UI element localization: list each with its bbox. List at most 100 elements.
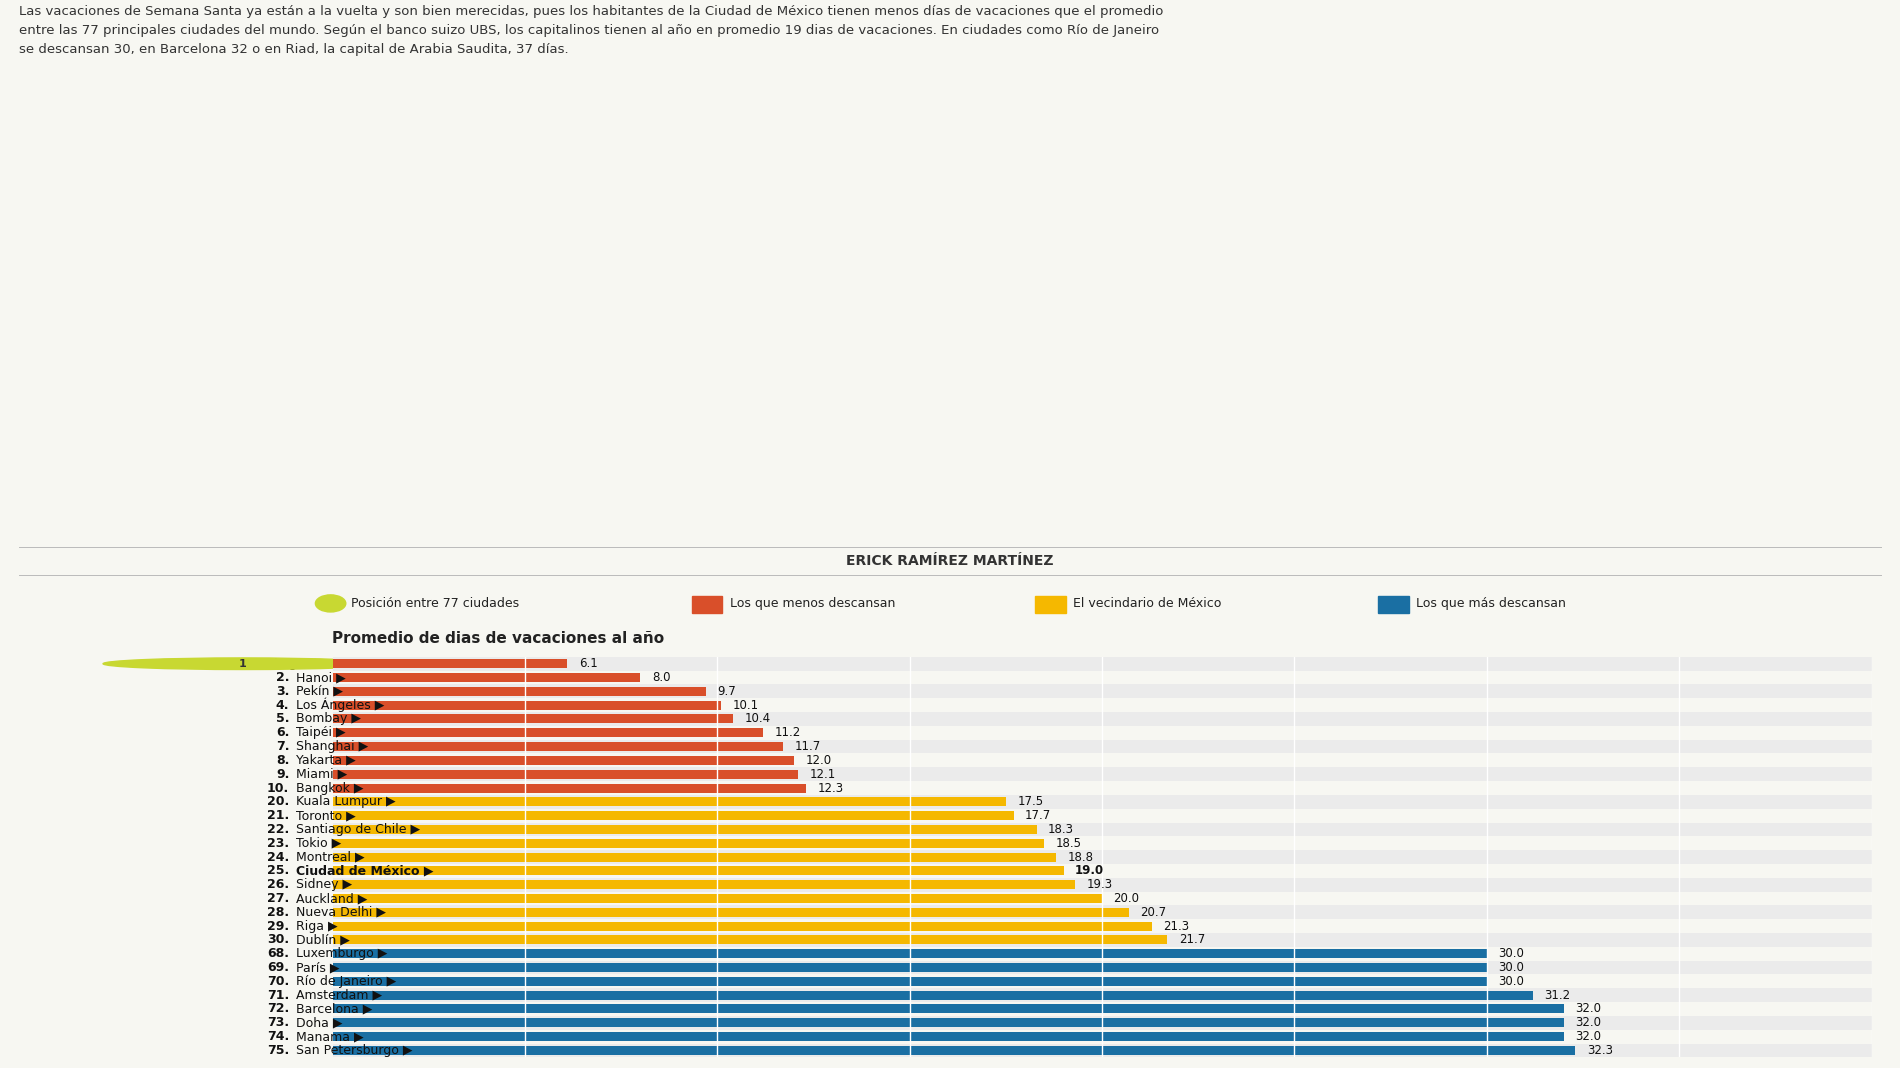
Bar bbox=[332, 991, 1533, 1000]
Bar bbox=[332, 740, 1872, 754]
Text: 12.1: 12.1 bbox=[809, 768, 836, 781]
Text: 10.4: 10.4 bbox=[745, 712, 770, 725]
Text: ERICK RAMÍREZ MARTÍNEZ: ERICK RAMÍREZ MARTÍNEZ bbox=[846, 553, 1054, 568]
Text: 10.1: 10.1 bbox=[733, 698, 758, 711]
Bar bbox=[332, 822, 1872, 836]
Bar bbox=[332, 824, 1037, 834]
Text: 3.: 3. bbox=[276, 685, 289, 697]
Text: 21.: 21. bbox=[268, 810, 289, 822]
Bar bbox=[332, 1043, 1872, 1057]
Text: 73.: 73. bbox=[268, 1017, 289, 1030]
Bar bbox=[332, 798, 1005, 806]
Bar bbox=[332, 974, 1872, 988]
Bar bbox=[332, 852, 1056, 862]
Text: San Petersburgo ▶: San Petersburgo ▶ bbox=[296, 1043, 412, 1057]
Bar bbox=[332, 742, 783, 751]
Bar bbox=[332, 770, 798, 779]
Text: Barcelona ▶: Barcelona ▶ bbox=[296, 1003, 372, 1016]
Text: 26.: 26. bbox=[268, 878, 289, 891]
Text: Tokio ▶: Tokio ▶ bbox=[296, 836, 342, 850]
Bar bbox=[332, 1005, 1564, 1014]
Bar bbox=[332, 726, 1872, 740]
Text: El vecindario de México: El vecindario de México bbox=[1074, 597, 1222, 610]
Text: 4.: 4. bbox=[276, 698, 289, 711]
Text: 1: 1 bbox=[239, 659, 247, 669]
Text: 30.0: 30.0 bbox=[1499, 961, 1524, 974]
Text: Río de Janeiro ▶: Río de Janeiro ▶ bbox=[296, 975, 397, 988]
Text: 18.8: 18.8 bbox=[1068, 850, 1092, 864]
Text: 22.: 22. bbox=[268, 823, 289, 836]
Text: 30.0: 30.0 bbox=[1499, 947, 1524, 960]
Text: 28.: 28. bbox=[268, 906, 289, 918]
Text: Bombay ▶: Bombay ▶ bbox=[296, 712, 361, 725]
Bar bbox=[332, 659, 568, 669]
Text: 68.: 68. bbox=[268, 947, 289, 960]
Text: 6.1: 6.1 bbox=[580, 657, 597, 671]
Bar bbox=[332, 933, 1872, 947]
Bar bbox=[332, 878, 1872, 892]
Text: Las vacaciones de Semana Santa ya están a la vuelta y son bien merecidas, pues l: Las vacaciones de Semana Santa ya están … bbox=[19, 5, 1163, 57]
Bar bbox=[332, 795, 1872, 808]
Text: 20.7: 20.7 bbox=[1140, 906, 1167, 918]
Text: 30.0: 30.0 bbox=[1499, 975, 1524, 988]
Text: 5.: 5. bbox=[276, 712, 289, 725]
Text: 8.: 8. bbox=[276, 754, 289, 767]
Bar bbox=[332, 988, 1872, 1002]
Bar bbox=[332, 712, 1872, 726]
Bar bbox=[332, 812, 1013, 820]
Text: 25.: 25. bbox=[268, 864, 289, 878]
Bar bbox=[332, 698, 1872, 712]
Bar bbox=[332, 1016, 1872, 1030]
Bar bbox=[332, 1032, 1564, 1041]
Text: Bangkok ▶: Bangkok ▶ bbox=[296, 782, 363, 795]
Text: 17.7: 17.7 bbox=[1026, 810, 1051, 822]
Text: 32.0: 32.0 bbox=[1575, 1003, 1602, 1016]
Text: Shanghai ▶: Shanghai ▶ bbox=[296, 740, 369, 753]
Text: 10.: 10. bbox=[268, 782, 289, 795]
Text: Ciudad de México ▶: Ciudad de México ▶ bbox=[296, 864, 433, 878]
Text: 11.7: 11.7 bbox=[794, 740, 821, 753]
Bar bbox=[332, 673, 640, 682]
Bar bbox=[332, 808, 1872, 822]
Bar bbox=[332, 767, 1872, 781]
Bar bbox=[332, 1002, 1872, 1016]
Text: 29.: 29. bbox=[268, 920, 289, 932]
Bar bbox=[332, 894, 1102, 902]
Bar bbox=[332, 685, 1872, 698]
Text: Manama ▶: Manama ▶ bbox=[296, 1031, 363, 1043]
Bar bbox=[332, 756, 794, 765]
Text: 32.0: 32.0 bbox=[1575, 1017, 1602, 1030]
Bar bbox=[332, 949, 1488, 958]
Bar bbox=[332, 906, 1872, 920]
Text: . Lagos ▶: . Lagos ▶ bbox=[266, 657, 325, 671]
Text: 72.: 72. bbox=[268, 1003, 289, 1016]
Text: 31.2: 31.2 bbox=[1545, 989, 1571, 1002]
Text: 70.: 70. bbox=[268, 975, 289, 988]
Text: Doha ▶: Doha ▶ bbox=[296, 1017, 342, 1030]
Text: 8.0: 8.0 bbox=[652, 671, 671, 684]
Text: 12.3: 12.3 bbox=[817, 782, 844, 795]
Bar bbox=[332, 784, 806, 792]
Text: Toronto ▶: Toronto ▶ bbox=[296, 810, 355, 822]
Text: Amsterdam ▶: Amsterdam ▶ bbox=[296, 989, 382, 1002]
Bar bbox=[332, 866, 1064, 876]
Text: Yakarta ▶: Yakarta ▶ bbox=[296, 754, 355, 767]
Text: 9.: 9. bbox=[276, 768, 289, 781]
Text: 7.: 7. bbox=[276, 740, 289, 753]
Bar bbox=[332, 908, 1129, 916]
Text: 27.: 27. bbox=[268, 892, 289, 905]
Text: Auckland ▶: Auckland ▶ bbox=[296, 892, 367, 905]
Bar bbox=[332, 850, 1872, 864]
Text: 21.3: 21.3 bbox=[1163, 920, 1189, 932]
Bar bbox=[332, 657, 1872, 671]
Bar bbox=[332, 936, 1167, 944]
Bar bbox=[332, 922, 1151, 930]
Text: Luxemburgo ▶: Luxemburgo ▶ bbox=[296, 947, 388, 960]
Bar bbox=[332, 947, 1872, 960]
Text: 32.0: 32.0 bbox=[1575, 1031, 1602, 1043]
Text: Kuala Lumpur ▶: Kuala Lumpur ▶ bbox=[296, 796, 395, 808]
Bar bbox=[332, 977, 1488, 986]
Bar bbox=[332, 701, 722, 709]
Bar bbox=[332, 920, 1872, 933]
Bar bbox=[332, 754, 1872, 767]
